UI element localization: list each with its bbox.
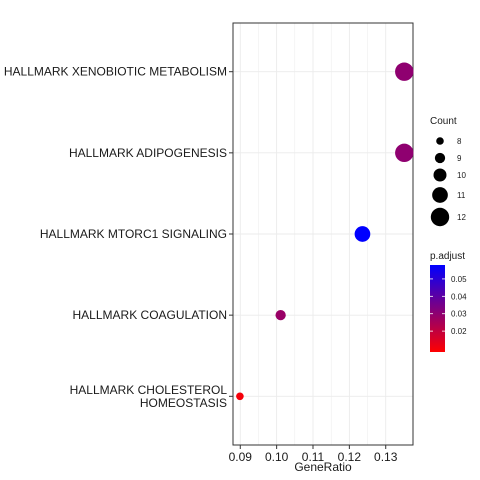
count-legend: Count 8 9 10 11 12 [430, 116, 466, 227]
p-adjust-tick-label: 0.02 [451, 327, 467, 336]
p-adjust-legend: p.adjust 0.02 0.03 0.04 0.05 [430, 251, 467, 352]
p-adjust-tick-label: 0.03 [451, 310, 467, 319]
count-legend-label: 8 [457, 137, 462, 146]
data-point [395, 62, 414, 81]
x-tick-label: 0.13 [374, 450, 398, 464]
count-legend-title: Count [430, 116, 457, 127]
y-axis-ticks: HALLMARK XENOBIOTIC METABOLISM HALLMARK A… [4, 65, 233, 410]
count-legend-dot [430, 207, 450, 227]
grid [233, 23, 413, 445]
x-tick-label: 0.09 [229, 450, 253, 464]
data-point [395, 143, 414, 163]
data-point [354, 226, 371, 242]
count-legend-dot [433, 168, 447, 182]
p-adjust-tick-label: 0.04 [451, 292, 467, 301]
p-adjust-tick-label: 0.05 [451, 275, 467, 284]
count-legend-dot [436, 137, 444, 145]
y-tick-label: HALLMARK MTORC1 SIGNALING [40, 227, 227, 241]
x-axis-title: GeneRatio [294, 460, 352, 474]
x-tick-label: 0.10 [265, 450, 289, 464]
y-tick-label: HALLMARK ADIPOGENESIS [69, 146, 227, 160]
x-tick-label: 0.12 [338, 450, 362, 464]
y-tick-label: HALLMARK CHOLESTEROL HOMEOSTASIS [70, 383, 228, 410]
p-adjust-colorbar [430, 265, 445, 352]
x-tick-label: 0.11 [302, 450, 325, 464]
count-legend-dot [434, 152, 446, 164]
y-tick-label: HALLMARK XENOBIOTIC METABOLISM [4, 65, 227, 79]
data-points [236, 62, 414, 401]
count-legend-label: 9 [457, 154, 462, 163]
data-point [236, 392, 244, 401]
data-point [275, 310, 286, 321]
count-legend-label: 11 [457, 191, 466, 200]
y-tick-label: HALLMARK COAGULATION [73, 308, 227, 322]
p-adjust-legend-title: p.adjust [430, 251, 465, 262]
x-axis-ticks: 0.09 0.10 0.11 0.12 0.13 [229, 445, 398, 464]
count-legend-label: 10 [457, 171, 466, 180]
count-legend-label: 12 [457, 213, 466, 222]
count-legend-dot [432, 187, 448, 203]
